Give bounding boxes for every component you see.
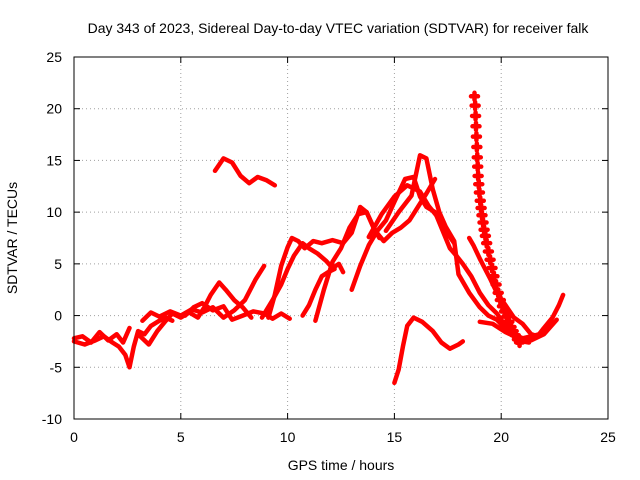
y-tick-label: -10 [42, 411, 62, 427]
x-tick-label: 20 [493, 429, 509, 445]
x-tick-label: 15 [387, 429, 403, 445]
data-point [513, 336, 526, 349]
series-trace-m [212, 156, 278, 188]
data-point [490, 278, 502, 291]
y-tick-label: 15 [46, 152, 62, 168]
plot-frame [73, 56, 609, 420]
x-axis-label: GPS time / hours [288, 457, 395, 473]
data-point [468, 90, 481, 103]
data-point [480, 237, 493, 249]
series-trace-d [140, 263, 267, 323]
data-point [471, 160, 484, 173]
series-trace-i [313, 176, 438, 323]
series-trace-c [137, 280, 254, 347]
series-trace-k [366, 183, 457, 246]
series-trace-e [182, 300, 292, 322]
chart-title: Day 343 of 2023, Sidereal Day-to-day VTE… [88, 20, 590, 36]
series-trace-j [349, 174, 557, 341]
x-tick-label: 25 [600, 429, 616, 445]
data-series [71, 90, 566, 386]
y-tick-label: 5 [54, 256, 62, 272]
data-point [469, 110, 482, 122]
y-tick-label: -5 [50, 359, 63, 375]
data-point [473, 178, 485, 190]
y-tick-labels: -10 -5 0 5 10 15 20 25 [42, 49, 62, 427]
data-point [470, 130, 483, 143]
data-point [492, 287, 504, 299]
series-trace-f [259, 240, 346, 320]
data-point [470, 120, 482, 133]
series-trace-a [71, 315, 175, 370]
x-tick-label: 10 [280, 429, 296, 445]
y-tick-label: 0 [54, 308, 62, 324]
y-tick-label: 20 [46, 101, 62, 117]
y-axis-label: SDTVAR / TECUs [4, 182, 20, 294]
series-trace-o [466, 235, 566, 339]
data-point [484, 253, 496, 266]
series-trace-g [266, 204, 382, 320]
grid [74, 57, 608, 419]
data-point [469, 99, 481, 112]
x-tick-labels: 0 5 10 15 20 25 [70, 429, 616, 445]
x-tick-label: 5 [177, 429, 185, 445]
data-point [488, 270, 500, 283]
data-point [486, 262, 498, 274]
data-point [471, 151, 484, 164]
data-point [472, 170, 484, 182]
series-trace-q-markers [468, 90, 526, 349]
y-tick-label: 25 [46, 49, 62, 65]
data-point [473, 186, 486, 199]
series-trace-b [71, 325, 132, 345]
axis-ticks [73, 56, 609, 420]
series-trace-n [392, 315, 466, 386]
y-tick-label: 10 [46, 204, 62, 220]
data-point [471, 141, 483, 153]
data-point [482, 245, 495, 258]
x-tick-label: 0 [70, 429, 78, 445]
